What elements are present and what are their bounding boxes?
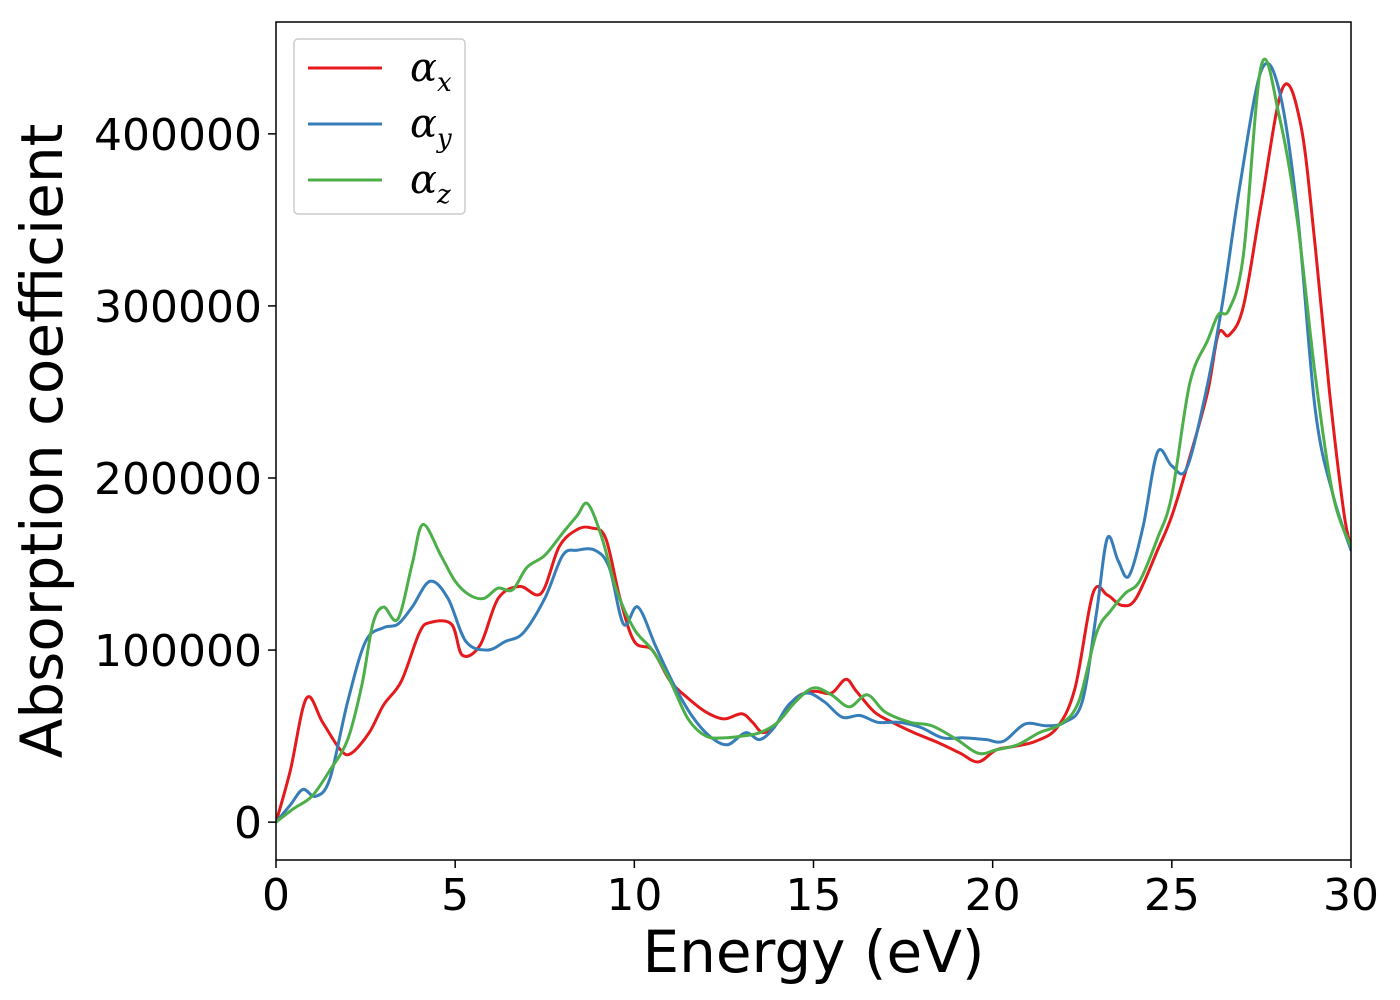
x-tick-label: 5 xyxy=(441,870,469,921)
y-tick-label: 400000 xyxy=(94,110,262,161)
y-axis-title: Absorption coefficient xyxy=(8,124,76,759)
y-tick-label: 300000 xyxy=(94,282,262,333)
x-tick-label: 10 xyxy=(606,870,662,921)
x-tick-label: 15 xyxy=(786,870,842,921)
axes: 0 5 10 15 20 25 30 0 100000 200000 300000 400000 xyxy=(94,21,1379,921)
legend-label-y: αy xyxy=(410,101,452,154)
legend-box xyxy=(293,38,466,215)
legend-label-x: αx xyxy=(410,45,452,98)
y-tick-label: 100000 xyxy=(94,626,262,677)
series-line-y xyxy=(276,61,1351,824)
x-tick-label: 0 xyxy=(262,870,290,921)
x-tick-label: 30 xyxy=(1323,870,1379,921)
y-tick-label: 200000 xyxy=(94,454,262,505)
series-line-z xyxy=(276,57,1351,824)
x-tick-label: 25 xyxy=(1144,870,1200,921)
legend-label-z: αz xyxy=(410,157,451,210)
y-tick-label: 0 xyxy=(234,798,262,849)
x-axis-title: Energy (eV) xyxy=(642,918,984,986)
x-tick-label: 20 xyxy=(965,870,1021,921)
plot-area xyxy=(276,57,1351,824)
